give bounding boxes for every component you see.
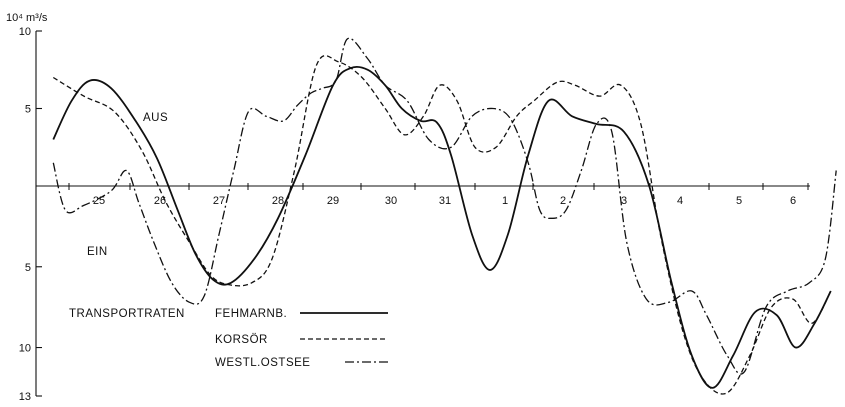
x-tick-label: 6 xyxy=(790,195,796,207)
x-tick-label: 2 xyxy=(560,195,566,207)
x-tick-label: 3 xyxy=(621,195,627,207)
series-layer xyxy=(52,37,837,395)
legend: TRANSPORTRATEN FEHMARNB. KORSÖR WESTL.OSTS… xyxy=(69,308,388,369)
y-ticks: 10 5 5 10 13 xyxy=(19,26,42,403)
series-line-westl-ostsee xyxy=(52,37,837,375)
region-label-ein: EIN xyxy=(87,246,108,258)
x-tick-label: 30 xyxy=(385,195,397,207)
y-tick-label: 5 xyxy=(25,262,31,274)
x-tick-label: 5 xyxy=(736,195,742,207)
legend-label: WESTL.OSTSEE xyxy=(215,357,310,369)
y-tick-label: 13 xyxy=(19,391,31,403)
region-label-aus: AUS xyxy=(143,112,168,124)
axes: 10⁴ m³/s xyxy=(6,12,810,396)
y-tick-label: 5 xyxy=(25,104,31,116)
region-labels: AUS EIN xyxy=(87,112,168,258)
series-line-fehmarnb xyxy=(52,65,832,389)
x-tick-label: 26 xyxy=(154,195,166,207)
x-tick-label: 31 xyxy=(439,195,451,207)
x-tick-label: 29 xyxy=(327,195,339,207)
y-tick-label: 10 xyxy=(19,26,31,38)
x-tick-label: 1 xyxy=(502,195,508,207)
series-line-kors-r xyxy=(52,54,832,395)
y-unit-label: 10⁴ m³/s xyxy=(6,12,48,24)
legend-label: KORSÖR xyxy=(215,334,268,346)
x-tick-label: 4 xyxy=(677,195,683,207)
legend-title: TRANSPORTRATEN xyxy=(69,308,185,320)
x-ticks: 25 26 27 28 29 30 31 1 2 3 4 5 6 xyxy=(68,183,809,207)
legend-label: FEHMARNB. xyxy=(215,308,287,320)
x-tick-label: 27 xyxy=(213,195,225,207)
y-tick-label: 10 xyxy=(19,343,31,355)
x-tick-label: 25 xyxy=(93,195,105,207)
x-tick-label: 28 xyxy=(272,195,284,207)
